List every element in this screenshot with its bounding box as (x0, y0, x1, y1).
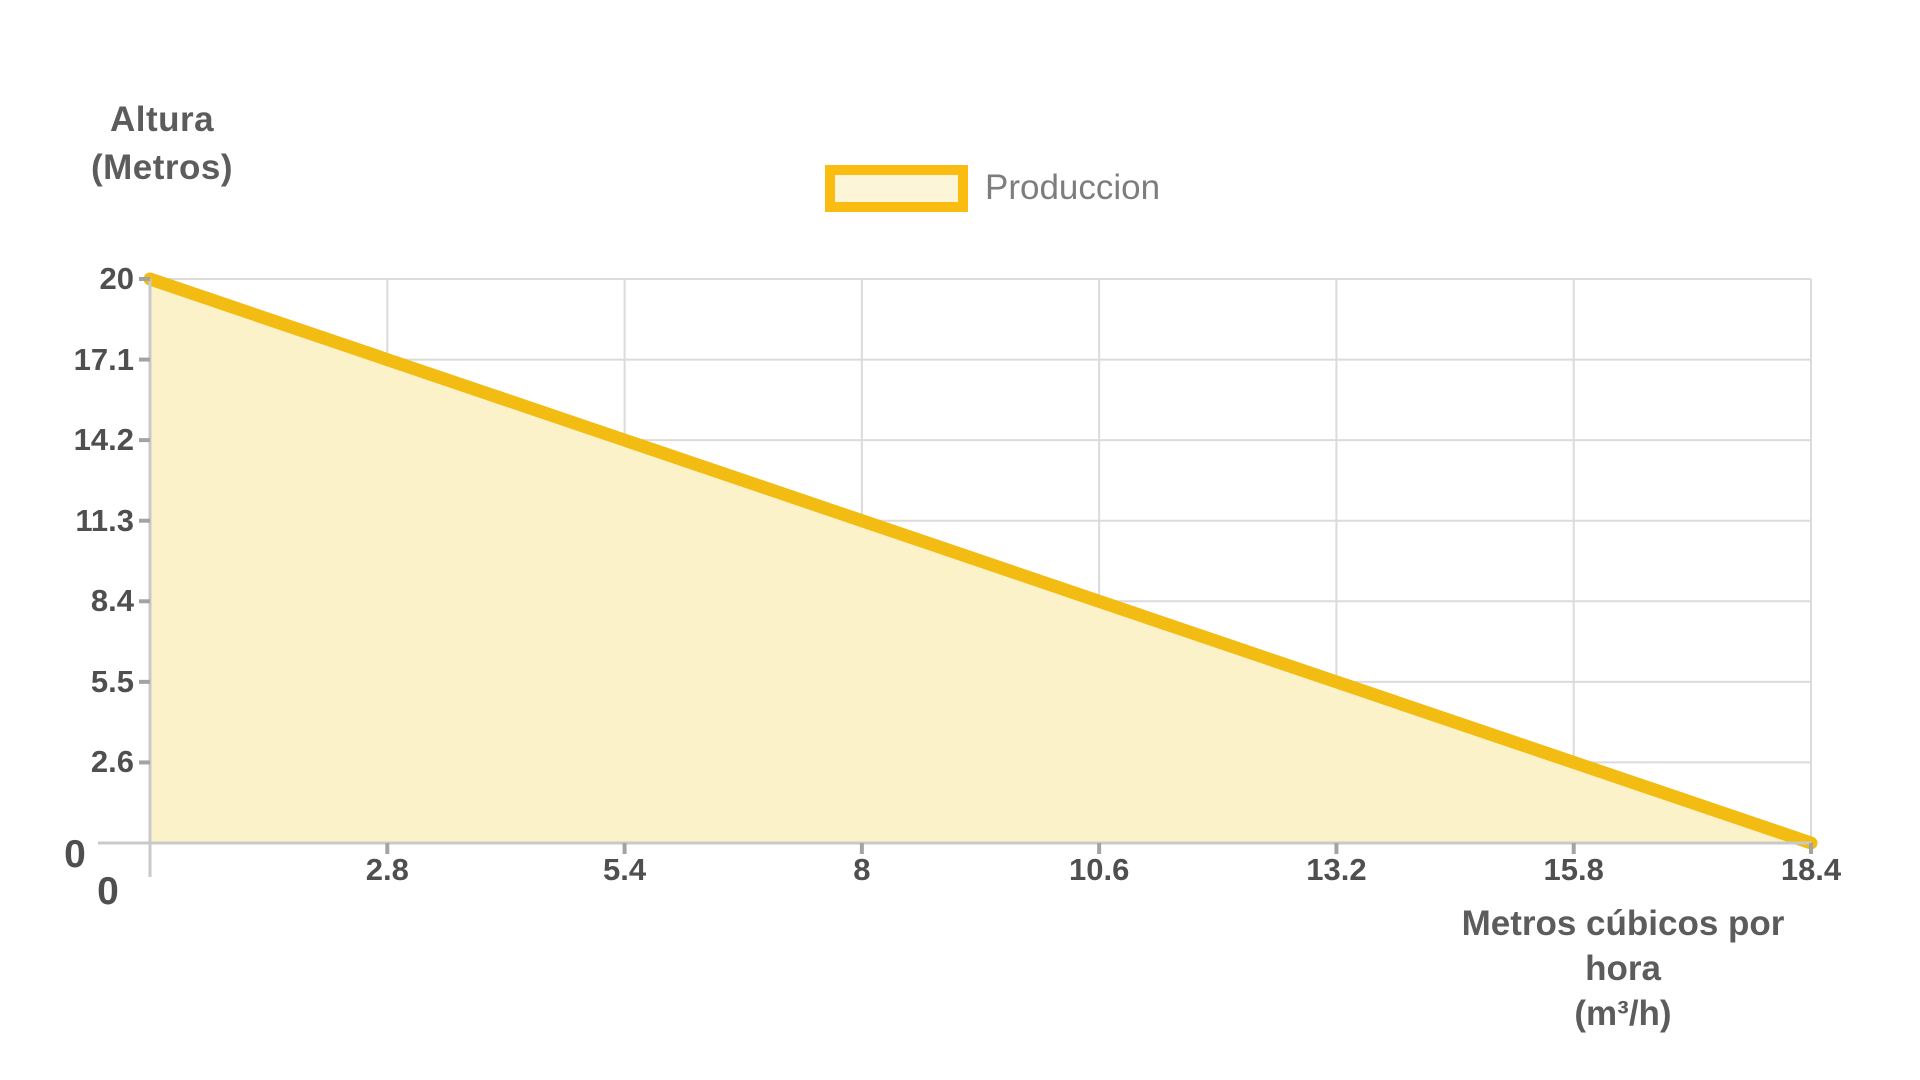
x-tick-label-15.8: 15.8 (1543, 852, 1604, 887)
legend-swatch-produccion (825, 164, 968, 212)
x-tick-label-18.4: 18.4 (1780, 852, 1842, 887)
y-tick-label-2.6: 2.6 (90, 744, 134, 780)
legend: Produccion (825, 163, 1160, 213)
y-axis-title-line1: Altura (109, 100, 215, 139)
x-tick-label-5.4: 5.4 (603, 852, 647, 887)
x-tick-label-13.2: 13.2 (1306, 852, 1367, 887)
produccion-line (143, 272, 1818, 850)
y-axis-title: Altura (Metros) (62, 96, 262, 192)
y-tick-label-14.2: 14.2 (73, 422, 134, 458)
y-tick-label-11.3: 11.3 (75, 502, 134, 538)
y-tick-label-20: 20 (99, 261, 134, 296)
x-tick-label-0: 0 (97, 870, 119, 913)
y-tick-label-0: 0 (64, 833, 86, 876)
y-tick-label-17.1: 17.1 (73, 341, 134, 377)
x-axis-title-line2: (m³/h) (1574, 994, 1672, 1033)
x-tick-label-10.6: 10.6 (1068, 852, 1130, 887)
y-axis-title-line2: (Metros) (90, 148, 234, 187)
y-tick-label-8.4: 8.4 (90, 583, 134, 619)
x-tick-label-2.8: 2.8 (365, 852, 409, 887)
x-axis-title: Metros cúbicos por hora (m³/h) (1421, 901, 1825, 1036)
x-axis-title-line1: Metros cúbicos por hora (1461, 904, 1785, 988)
x-tick-label-8: 8 (853, 852, 871, 887)
y-tick-label-5.5: 5.5 (90, 663, 134, 699)
legend-label-produccion: Produccion (985, 168, 1161, 207)
